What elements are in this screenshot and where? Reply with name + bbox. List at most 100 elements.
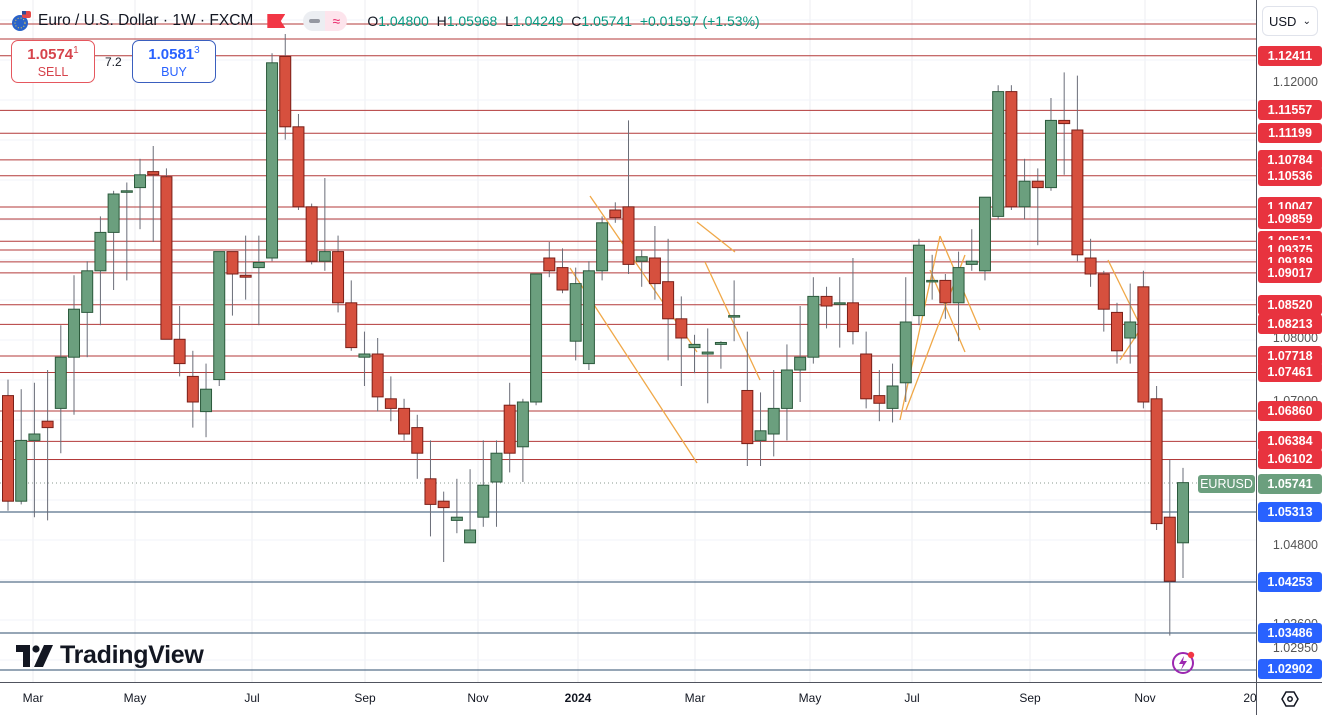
candle-up[interactable] xyxy=(714,341,727,345)
candle-up[interactable] xyxy=(15,439,28,502)
support-price-badge[interactable]: 1.03486 xyxy=(1258,623,1322,643)
candle-up[interactable] xyxy=(780,369,793,409)
candle-down[interactable] xyxy=(173,338,186,365)
tradingview-logo[interactable]: TradingView xyxy=(16,641,204,670)
candle-up[interactable] xyxy=(582,270,595,365)
candle-down[interactable] xyxy=(437,500,450,509)
resistance-price-badge[interactable]: 1.06860 xyxy=(1258,400,1322,421)
candle-up[interactable] xyxy=(688,343,701,349)
resistance-price-badge[interactable]: 1.10784 xyxy=(1258,149,1322,170)
candle-down[interactable] xyxy=(648,257,661,285)
candle-down[interactable] xyxy=(424,478,437,505)
candle-up[interactable] xyxy=(978,196,991,272)
resistance-price-badge[interactable]: 1.11557 xyxy=(1258,100,1322,121)
candle-down[interactable] xyxy=(384,398,397,409)
candlestick-chart[interactable] xyxy=(0,0,1256,682)
candle-down[interactable] xyxy=(622,206,635,265)
trendline[interactable] xyxy=(704,261,761,381)
symbol-title[interactable]: Euro / U.S. Dollar · 1W · FXCM xyxy=(38,12,254,29)
trendline[interactable] xyxy=(929,269,966,353)
candle-down[interactable] xyxy=(147,171,160,176)
candle-down[interactable] xyxy=(939,279,952,304)
candle-down[interactable] xyxy=(398,407,411,435)
resistance-price-badge[interactable]: 1.11199 xyxy=(1258,123,1322,144)
candle-up[interactable] xyxy=(794,356,807,371)
support-price-badge[interactable]: 1.02902 xyxy=(1258,659,1322,679)
candle-up[interactable] xyxy=(54,356,67,409)
candle-up[interactable] xyxy=(530,273,543,403)
candle-down[interactable] xyxy=(873,395,886,404)
candle-up[interactable] xyxy=(1044,119,1057,189)
candle-down[interactable] xyxy=(1163,516,1176,582)
candle-up[interactable] xyxy=(701,351,714,355)
candle-down[interactable] xyxy=(305,206,318,262)
resistance-price-badge[interactable]: 1.12411 xyxy=(1258,45,1322,66)
lightning-alert-icon[interactable] xyxy=(1170,650,1196,676)
trendline[interactable] xyxy=(1107,259,1141,326)
candle-down[interactable] xyxy=(345,302,358,349)
candle-down[interactable] xyxy=(411,427,424,454)
candle-down[interactable] xyxy=(662,281,675,320)
candle-down[interactable] xyxy=(160,176,173,340)
candle-up[interactable] xyxy=(728,315,741,318)
candle-up[interactable] xyxy=(569,283,582,342)
candle-down[interactable] xyxy=(543,257,556,272)
candle-down[interactable] xyxy=(1137,286,1150,403)
resistance-price-badge[interactable]: 1.09859 xyxy=(1258,209,1322,230)
candle-down[interactable] xyxy=(279,55,292,128)
support-price-badge[interactable]: 1.04253 xyxy=(1258,572,1322,592)
candle-up[interactable] xyxy=(992,91,1005,217)
candle-up[interactable] xyxy=(134,174,147,189)
resistance-price-badge[interactable]: 1.10536 xyxy=(1258,165,1322,186)
candle-up[interactable] xyxy=(450,516,463,521)
candle-up[interactable] xyxy=(899,321,912,384)
sell-button[interactable]: 1.05741 SELL xyxy=(11,40,95,83)
support-price-badge[interactable]: 1.05313 xyxy=(1258,502,1322,522)
candle-down[interactable] xyxy=(741,389,754,445)
candle-up[interactable] xyxy=(1177,482,1189,544)
candle-down[interactable] xyxy=(186,375,199,403)
resistance-price-badge[interactable]: 1.09017 xyxy=(1258,262,1322,283)
candle-up[interactable] xyxy=(767,407,780,435)
candle-down[interactable] xyxy=(556,267,569,291)
candle-down[interactable] xyxy=(1150,398,1163,525)
chart-settings-button[interactable] xyxy=(1256,682,1322,715)
resistance-price-badge[interactable]: 1.07718 xyxy=(1258,346,1322,367)
time-axis[interactable]: Mar May Jul Sep Nov 2024 Mar May Jul Sep Nov 20 xyxy=(0,682,1257,715)
candle-up[interactable] xyxy=(912,244,925,317)
candle-up[interactable] xyxy=(358,353,371,358)
candle-up[interactable] xyxy=(477,484,490,518)
candle-down[interactable] xyxy=(332,251,345,304)
candle-up[interactable] xyxy=(516,401,529,448)
candle-down[interactable] xyxy=(1058,119,1071,125)
candle-down[interactable] xyxy=(1097,273,1110,310)
candle-up[interactable] xyxy=(965,260,978,265)
candle-down[interactable] xyxy=(226,251,239,275)
candle-up[interactable] xyxy=(464,529,477,544)
candle-up[interactable] xyxy=(807,295,820,358)
candle-down[interactable] xyxy=(371,353,384,398)
candle-up[interactable] xyxy=(68,308,81,358)
resistance-price-badge[interactable]: 1.07461 xyxy=(1258,362,1322,383)
candle-down[interactable] xyxy=(1110,311,1123,352)
candle-up[interactable] xyxy=(120,190,133,193)
resistance-price-badge[interactable]: 1.08213 xyxy=(1258,314,1322,335)
indicator-pill[interactable]: ≈ xyxy=(303,11,348,31)
candle-down[interactable] xyxy=(1084,257,1097,275)
candle-down[interactable] xyxy=(292,126,305,208)
candle-up[interactable] xyxy=(252,261,265,269)
candle-up[interactable] xyxy=(635,256,648,262)
candle-up[interactable] xyxy=(833,302,846,305)
red-flag-icon[interactable] xyxy=(267,14,286,28)
approx-icon[interactable]: ≈ xyxy=(325,11,348,31)
trendline[interactable] xyxy=(899,235,941,421)
candle-up[interactable] xyxy=(213,251,226,381)
candle-up[interactable] xyxy=(490,452,503,483)
candle-up[interactable] xyxy=(107,193,120,233)
candle-down[interactable] xyxy=(41,420,54,429)
resistance-price-badge[interactable]: 1.08520 xyxy=(1258,294,1322,315)
candle-up[interactable] xyxy=(200,388,213,413)
buy-button[interactable]: 1.05813 BUY xyxy=(132,40,216,83)
candle-up[interactable] xyxy=(926,279,939,283)
candle-down[interactable] xyxy=(2,395,14,502)
